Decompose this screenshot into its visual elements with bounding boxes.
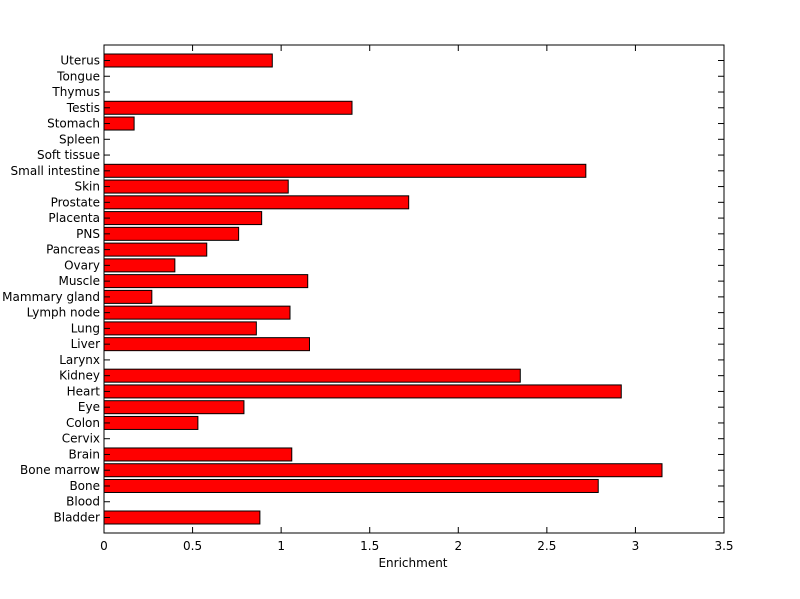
- y-tick-label: Stomach: [47, 117, 100, 131]
- bar-bone-marrow: [103, 463, 663, 478]
- bar-lung: [103, 321, 257, 336]
- x-ticks-group: 0 0.5 1 1.5 2 2.5 3 3.5: [100, 45, 734, 553]
- y-tick-label: Pancreas: [46, 243, 100, 257]
- bar-pancreas: [103, 242, 208, 257]
- bar-eye: [103, 400, 245, 415]
- bar-uterus: [103, 53, 273, 68]
- bar-colon: [103, 415, 199, 430]
- y-tick-label: Tongue: [56, 69, 100, 83]
- y-tick-label: Ovary: [64, 258, 100, 272]
- bar-kidney: [103, 368, 521, 383]
- bar-bladder: [103, 510, 261, 525]
- bar-skin: [103, 179, 289, 194]
- y-tick-label: Bladder: [54, 511, 101, 525]
- x-tick-label: 1: [277, 539, 285, 553]
- x-tick-label: 3.5: [714, 539, 733, 553]
- y-tick-label: Lung: [71, 321, 100, 335]
- bar-muscle: [103, 274, 309, 289]
- y-tick-label: Thymus: [51, 85, 100, 99]
- x-tick-label: 1.5: [360, 539, 379, 553]
- y-tick-label: Small intestine: [11, 164, 100, 178]
- bar-pns: [103, 226, 240, 241]
- bar-bone: [103, 478, 599, 493]
- y-tick-label: Eye: [78, 400, 100, 414]
- y-tick-label: PNS: [76, 227, 100, 241]
- y-tick-label: Testis: [66, 101, 100, 115]
- x-tick-label: 2.5: [537, 539, 556, 553]
- y-tick-label: Uterus: [60, 54, 100, 68]
- x-tick-label: 0.5: [183, 539, 202, 553]
- y-tick-label: Heart: [67, 384, 101, 398]
- y-tick-label: Brain: [69, 447, 100, 461]
- x-tick-label: 0: [100, 539, 108, 553]
- y-tick-label: Placenta: [48, 211, 100, 225]
- bar-ovary: [103, 258, 176, 273]
- y-tick-label: Bone: [69, 479, 100, 493]
- x-tick-label: 3: [632, 539, 640, 553]
- y-tick-label: Blood: [66, 495, 100, 509]
- bar-brain: [103, 447, 293, 462]
- y-tick-label: Lymph node: [27, 306, 100, 320]
- y-tick-label: Soft tissue: [37, 148, 100, 162]
- x-tick-label: 2: [454, 539, 462, 553]
- bars-group: [103, 53, 663, 525]
- bar-liver: [103, 337, 310, 352]
- y-tick-label: Larynx: [59, 353, 100, 367]
- y-tick-label: Colon: [66, 416, 100, 430]
- y-tick-label: Kidney: [59, 369, 100, 383]
- y-tick-label: Skin: [74, 180, 100, 194]
- y-tick-label: Cervix: [62, 432, 100, 446]
- bar-heart: [103, 384, 622, 399]
- bar-mammary-gland: [103, 289, 153, 304]
- y-tick-label: Liver: [71, 337, 101, 351]
- bar-prostate: [103, 195, 410, 210]
- y-tick-label: Mammary gland: [2, 290, 100, 304]
- bar-testis: [103, 100, 353, 115]
- y-tick-label: Spleen: [59, 132, 100, 146]
- bar-small-intestine: [103, 163, 587, 178]
- y-tick-label: Bone marrow: [20, 463, 100, 477]
- y-tick-label: Prostate: [51, 195, 100, 209]
- y-tick-label: Muscle: [58, 274, 100, 288]
- x-axis-label: Enrichment: [378, 556, 447, 570]
- bar-placenta: [103, 211, 263, 226]
- bar-lymph-node: [103, 305, 291, 320]
